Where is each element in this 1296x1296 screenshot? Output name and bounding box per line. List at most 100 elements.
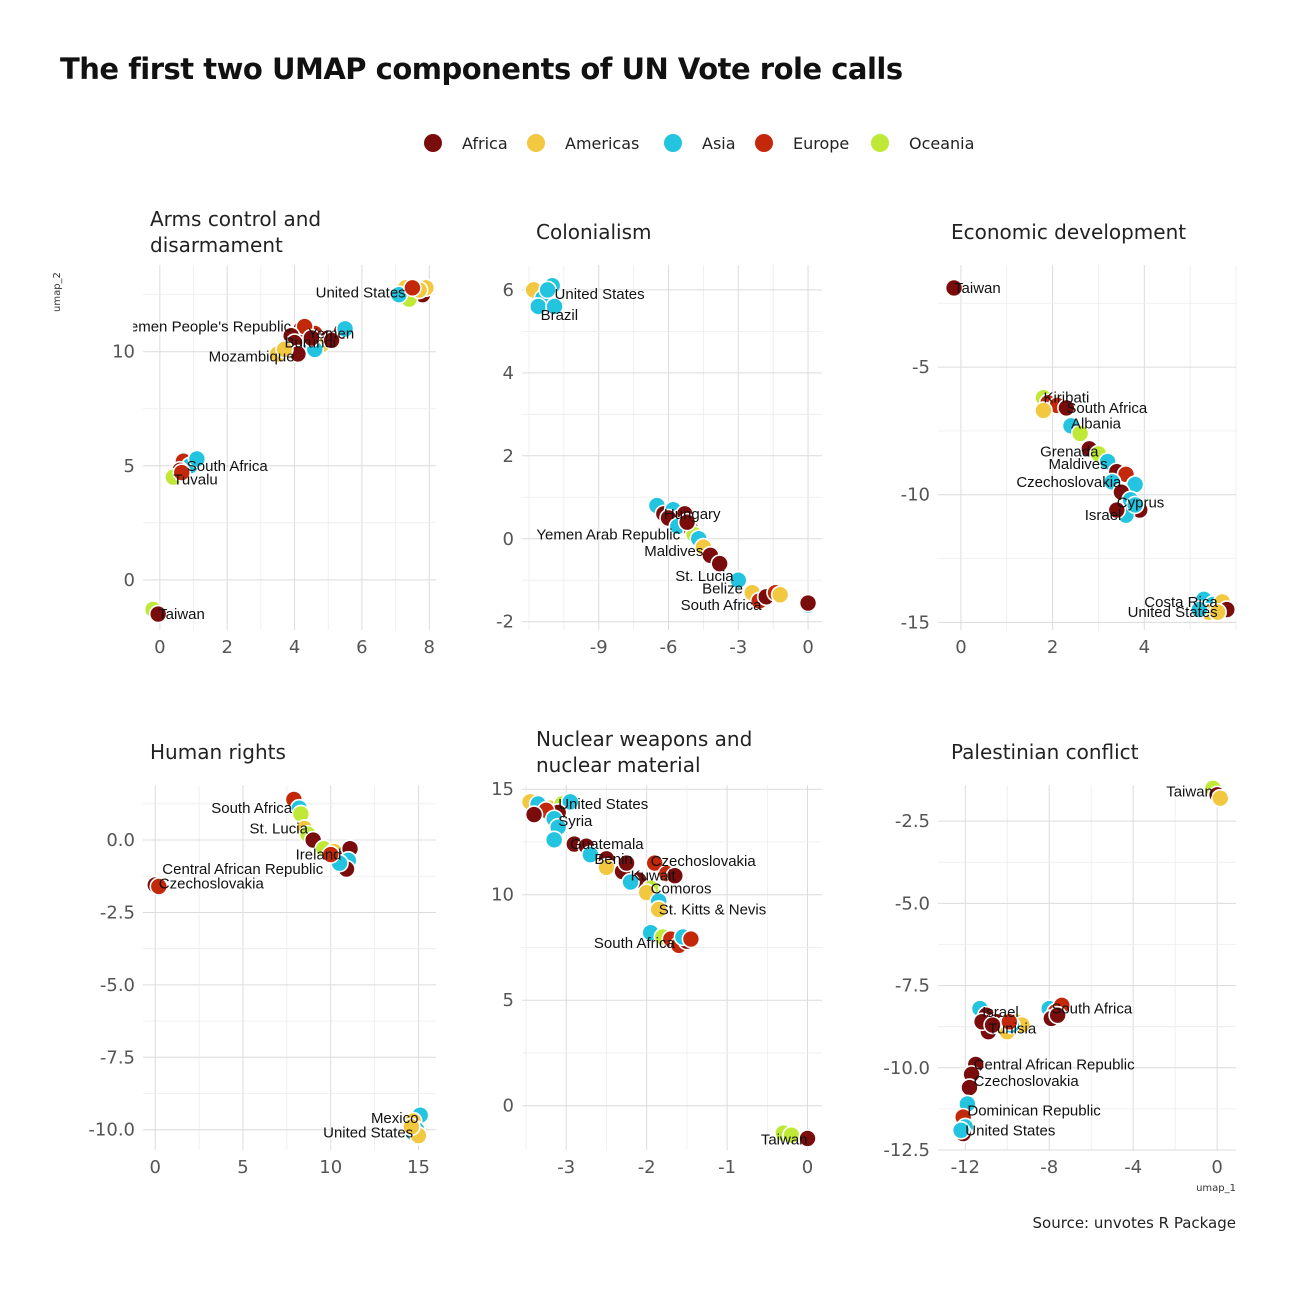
point-label: Czechoslovakia (1016, 474, 1122, 491)
legend-item-americas: Americas (527, 134, 639, 153)
x-tick-label: 5 (237, 1157, 248, 1178)
point-label: St. Kitts & Nevis (659, 901, 767, 918)
data-point-europe (681, 929, 701, 949)
x-tick-label: 15 (407, 1157, 430, 1178)
x-axis-title: umap_1 (1196, 1183, 1236, 1194)
y-tick-label: 2 (503, 446, 514, 467)
facet-title: Nuclear weapons and (536, 727, 752, 751)
source-caption: Source: unvotes R Package (1032, 1214, 1236, 1232)
data-point-africa (665, 866, 685, 886)
data-point-europe (403, 278, 422, 298)
data-point-asia (728, 570, 748, 590)
y-tick-label: -2 (496, 612, 514, 633)
legend-item-africa: Africa (424, 134, 508, 153)
point-label: Maldives (1048, 456, 1107, 473)
points (944, 278, 1237, 622)
points (951, 778, 1230, 1143)
point-labels: United States Yemen People's Republic Yeme… (133, 284, 406, 623)
data-point-americas (1210, 788, 1230, 808)
data-point-europe (645, 853, 665, 873)
point-label: St. Lucia (250, 820, 309, 837)
y-tick-label: -5.0 (895, 893, 930, 914)
y-tick-label: -15 (901, 612, 930, 633)
point-label: Brazil (541, 307, 579, 324)
point-label: Mexico (371, 1110, 419, 1127)
data-point-europe (1000, 1012, 1019, 1032)
data-point-americas (649, 900, 669, 919)
x-tick-label: -2 (638, 1157, 656, 1178)
points (520, 792, 817, 1148)
x-tick-label: -6 (660, 637, 678, 658)
x-tick-label: 0 (802, 1157, 813, 1178)
gridlines (522, 265, 822, 630)
chart-title: The first two UMAP components of UN Vote… (60, 52, 903, 86)
point-label: Tuvalu (173, 471, 217, 488)
point-label: Taiwan (761, 1131, 808, 1148)
data-point-africa (302, 328, 321, 348)
legend-label: Americas (565, 134, 639, 153)
y-tick-label: -2.5 (895, 811, 930, 832)
x-tick-label: 0 (955, 637, 966, 658)
point-label: Albania (1071, 415, 1122, 432)
y-tick-label: 15 (491, 779, 514, 800)
y-tick-label: -5.0 (100, 975, 135, 996)
legend-item-asia: Asia (664, 134, 736, 153)
data-point-africa (1048, 1005, 1067, 1025)
data-point-africa (798, 593, 818, 613)
facet-title: Arms control and (150, 207, 321, 231)
legend-label: Asia (702, 134, 736, 153)
x-tick-label: -1 (718, 1157, 736, 1178)
legend-swatch (664, 134, 682, 152)
point-labels: United States Brazil Hungary Yemen Arab Rep… (536, 286, 762, 614)
point-label: Czechoslovakia (159, 875, 265, 892)
data-point-asia (187, 449, 207, 469)
x-tick-label: 2 (221, 637, 232, 658)
data-point-africa (1107, 500, 1127, 520)
x-tick-label: 0 (150, 1157, 161, 1178)
x-tick-label: 6 (356, 637, 367, 658)
point-label: South Africa (1066, 400, 1148, 417)
data-point-asia (1190, 600, 1209, 619)
point-label: United States (558, 796, 648, 813)
facet-title: Human rights (150, 740, 286, 764)
point-label: Benin (594, 851, 632, 868)
y-tick-label: 5 (124, 456, 135, 477)
x-tick-label: 0 (802, 637, 813, 658)
legend: Africa Americas Asia Europe Oceania (424, 134, 974, 153)
data-point-americas (275, 340, 294, 359)
points (143, 278, 436, 624)
y-tick-label: -7.5 (895, 976, 930, 997)
y-tick-label: 4 (503, 363, 514, 384)
data-point-europe (149, 877, 169, 896)
facet-panel: Human rights 0 5 10 15 -10.0 -7.5 -5.0 -2.5 0.0 So… (88, 740, 436, 1178)
point-label: Israel (1085, 507, 1122, 524)
point-label: Ireland (296, 847, 342, 864)
data-point-americas (1034, 401, 1053, 420)
point-label: Czechoslovakia (651, 853, 757, 870)
legend-item-oceania: Oceania (871, 134, 974, 153)
point-label: South Africa (211, 800, 293, 817)
legend-swatch (755, 134, 773, 152)
gridlines (143, 265, 436, 630)
x-tick-label: 0 (1211, 1157, 1222, 1178)
facet-panel: Palestinian conflict -12 -8 -4 0 -12.5 -10.0 -7… (883, 740, 1236, 1178)
legend-swatch (871, 134, 889, 152)
x-tick-label: 4 (1139, 637, 1150, 658)
point-label: United States (1128, 604, 1218, 621)
point-label: United States (965, 1122, 1055, 1139)
facet-panel: Economic development 0 2 4 -15 -10 -5 Taiwan Kir… (901, 220, 1237, 658)
y-tick-label: 0.0 (106, 830, 135, 851)
x-tick-label: -3 (729, 637, 747, 658)
y-tick-label: -10.0 (883, 1058, 930, 1079)
point-label: Comoros (651, 880, 712, 897)
point-label: South Africa (1051, 1001, 1133, 1018)
point-label: Grenada (1040, 443, 1099, 460)
x-tick-label: -3 (557, 1157, 575, 1178)
x-tick-label: 10 (319, 1157, 342, 1178)
x-tick-label: -9 (590, 637, 608, 658)
